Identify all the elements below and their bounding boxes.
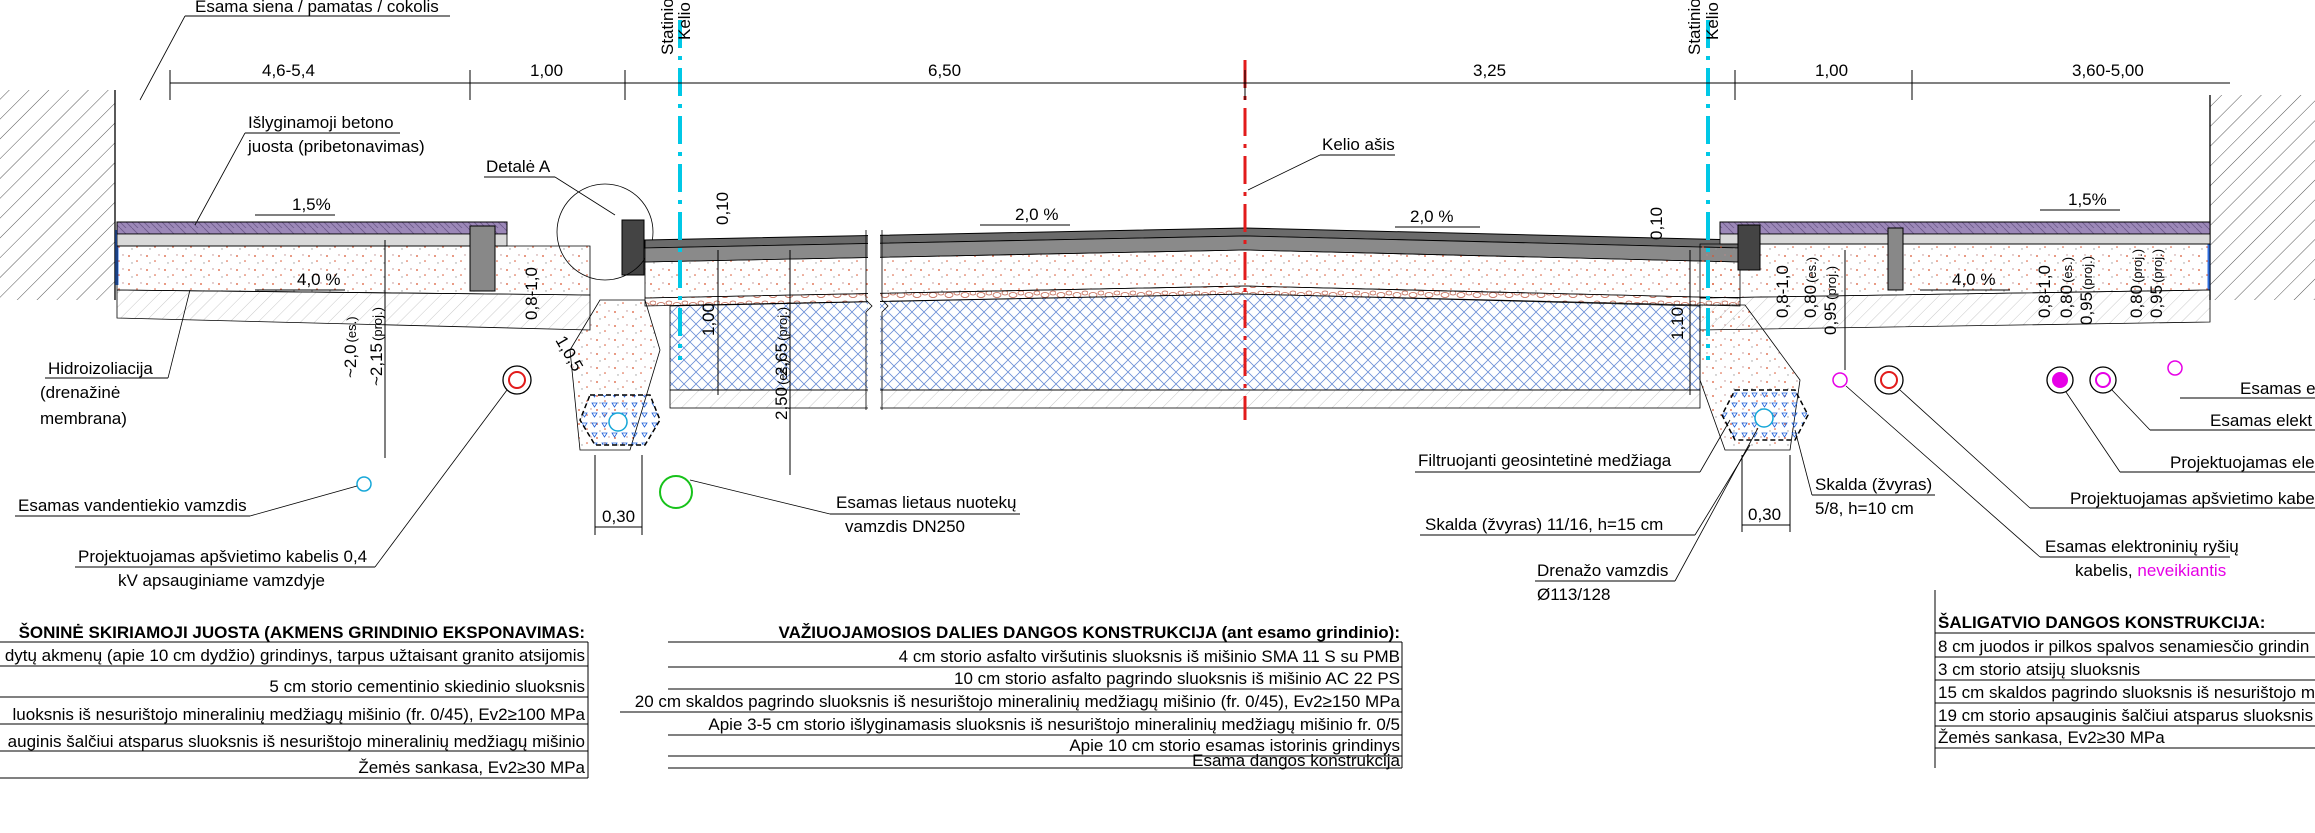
pipe-light-cable-left: [503, 366, 531, 394]
slope-road-left: 2,0 %: [1015, 205, 1058, 224]
table-middle: VAŽIUOJAMOSIOS DALIES DANGOS KONSTRUKCIJ…: [620, 623, 1402, 770]
table-middle-title: VAŽIUOJAMOSIOS DALIES DANGOS KONSTRUKCIJ…: [779, 623, 1400, 642]
table-middle-row-6: Esama dangos konstrukcija: [1192, 751, 1400, 770]
label-light-cable-left-1: Projektuojamas apšvietimo kabelis 0,4: [78, 547, 367, 566]
label-storm-pipe-2: vamzdis DN250: [845, 517, 965, 536]
dim-010-right: 0,10: [1647, 207, 1666, 240]
dim-top-left-1: 4,6-5,4: [262, 61, 315, 80]
table-left: ŠONINĖ SKIRIAMOJI JUOSTA (AKMENS GRINDIN…: [0, 623, 588, 778]
label-water-pipe: Esamas vandentiekio vamzdis: [18, 496, 247, 515]
label-waterproofing-2: (drenažinė: [40, 383, 120, 402]
dim-top-right-1: 1,00: [1815, 61, 1848, 80]
label-light-cable-left-2: kV apsauginiame vamzdyje: [118, 571, 325, 590]
dim-100: 1,00: [699, 303, 718, 336]
pipe-right-2-core: [2096, 373, 2110, 387]
dim-20: ~2,0(es.): [341, 316, 360, 378]
table-right-row-1: 8 cm juodos ir pilkos spalvos senamiesči…: [1938, 637, 2309, 656]
dim-095-a: 0,95(proj.): [1821, 266, 1840, 335]
pipe-telecom: [1833, 373, 1847, 387]
pipe-right-2: [2090, 367, 2116, 393]
dim-095-b: 0,95(proj.): [2077, 256, 2096, 325]
table-middle-row-2: 10 cm storio asfalto pagrindo sluoksnis …: [954, 669, 1400, 688]
label-gravel-drain-1: Skalda (žvyras): [1815, 475, 1932, 494]
pipe-right-1-core: [2052, 372, 2068, 388]
dim-110: 1,10: [1668, 307, 1687, 340]
dim-250: 2,50(es.): [772, 359, 791, 420]
table-right-row-3: 15 cm skaldos pagrindo sluoksnis iš nesu…: [1938, 683, 2315, 702]
label-detail-a: Detalė A: [486, 157, 551, 176]
label-telecom-2: kabelis, neveikiantis: [2075, 561, 2226, 580]
road-structure: [645, 225, 1740, 415]
table-middle-row-1: 4 cm storio asfalto viršutinis sluoksnis…: [899, 647, 1400, 666]
left-wall: [0, 90, 117, 300]
label-leveling-strip-2: juosta (pribetonavimas): [247, 137, 425, 156]
dim-08-10-right: 0,8-1,0: [1773, 265, 1792, 318]
dim-08-10-left: 0,8-1,0: [522, 267, 541, 320]
table-left-row-1: dytų akmenų (apie 10 cm dydžio) grindiny…: [5, 646, 585, 665]
pipe-water: [357, 477, 371, 491]
label-waterproofing-3: membrana): [40, 409, 127, 428]
table-middle-row-4: Apie 3-5 cm storio išlyginamasis sluoksn…: [708, 715, 1400, 734]
table-right-row-5: Žemės sankasa, Ev2≥30 MPa: [1938, 728, 2165, 747]
label-telecom-1: Esamas elektroninių ryšių: [2045, 537, 2239, 556]
table-left-row-5: Žemės sankasa, Ev2≥30 MPa: [358, 758, 585, 777]
pipe-right-3: [2168, 361, 2182, 375]
dim-080-a: 0,80(es.): [1801, 257, 1820, 318]
label-road-axis: Kelio ašis: [1322, 135, 1395, 154]
label-drain-pipe-2: Ø113/128: [1537, 585, 1610, 604]
table-left-row-4: auginis šalčiui atsparus sluoksnis iš ne…: [8, 732, 585, 751]
label-right-1: Esamas e: [2240, 379, 2315, 398]
label-right-2: Esamas elekt: [2210, 411, 2312, 430]
table-right: ŠALIGATVIO DANGOS KONSTRUKCIJA: 8 cm juo…: [1935, 590, 2315, 768]
label-gravel-fill: Skalda (žvyras) 11/16, h=15 cm: [1425, 515, 1663, 534]
label-leveling-strip-1: Išlyginamoji betono: [248, 113, 394, 132]
label-geotextile: Filtruojanti geosintetinė medžiaga: [1418, 451, 1672, 470]
dim-080-c: 0,80(proj.): [2127, 249, 2146, 318]
label-waterproofing-1: Hidroizoliacija: [48, 359, 153, 378]
top-dimension-chain: [170, 70, 2230, 100]
table-right-row-4: 19 cm storio apsauginis šalčiui atsparus…: [1938, 706, 2313, 725]
fixation-right-label-1: Statinio: [1685, 0, 1704, 55]
table-middle-row-3: 20 cm skaldos pagrindo sluoksnis iš nesu…: [635, 692, 1401, 711]
label-storm-pipe-1: Esamas lietaus nuotekų: [836, 493, 1017, 512]
dim-030-right: 0,30: [1748, 505, 1781, 524]
dim-top-mid-right: 3,25: [1473, 61, 1506, 80]
dim-215: ~2,15(proj.): [367, 307, 386, 386]
fixation-left-label-2: Kelio j: [675, 0, 694, 40]
label-drain-pipe-1: Drenažo vamzdis: [1537, 561, 1668, 580]
table-left-title: ŠONINĖ SKIRIAMOJI JUOSTA (AKMENS GRINDIN…: [19, 623, 585, 642]
dim-08-10-r2: 0,8-1,0: [2035, 265, 2054, 318]
label-telecom-not-working: neveikiantis: [2137, 561, 2226, 580]
table-right-row-2: 3 cm storio atsijų sluoksnis: [1938, 660, 2140, 679]
table-left-row-2: 5 cm storio cementinio skiedinio sluoksn…: [269, 677, 585, 696]
dim-095-c: 0,95(proj.): [2147, 249, 2166, 318]
right-wall: [2209, 95, 2315, 300]
pipe-storm: [660, 476, 692, 508]
fixation-right-label-2: Kelio j: [1703, 0, 1722, 40]
label-wall: Esama siena / pamatas / cokolis: [195, 0, 439, 16]
dim-top-mid-left: 6,50: [928, 61, 961, 80]
dim-080-b: 0,80(es.): [2057, 257, 2076, 318]
label-gravel-drain-2: 5/8, h=10 cm: [1815, 499, 1914, 518]
dim-top-left-2: 1,00: [530, 61, 563, 80]
slope-left-bottom: 4,0 %: [297, 270, 340, 289]
dim-010-left: 0,10: [713, 192, 732, 225]
dim-030-left: 0,30: [602, 507, 635, 526]
slope-left-top: 1,5%: [292, 195, 331, 214]
label-right-3: Projektuojamas elek: [2170, 453, 2315, 472]
label-right-4: Projektuojamas apšvietimo kabe: [2070, 489, 2315, 508]
slope-road-right: 2,0 %: [1410, 207, 1453, 226]
slope-right-bottom: 4,0 %: [1952, 270, 1995, 289]
pipe-light-cable-right: [1875, 366, 1903, 394]
dim-top-right-2: 3,60-5,00: [2072, 61, 2144, 80]
table-left-row-3: luoksnis iš nesurištojo mineralinių medž…: [13, 705, 586, 724]
table-right-title: ŠALIGATVIO DANGOS KONSTRUKCIJA:: [1938, 613, 2265, 632]
slope-right-top: 1,5%: [2068, 190, 2107, 209]
